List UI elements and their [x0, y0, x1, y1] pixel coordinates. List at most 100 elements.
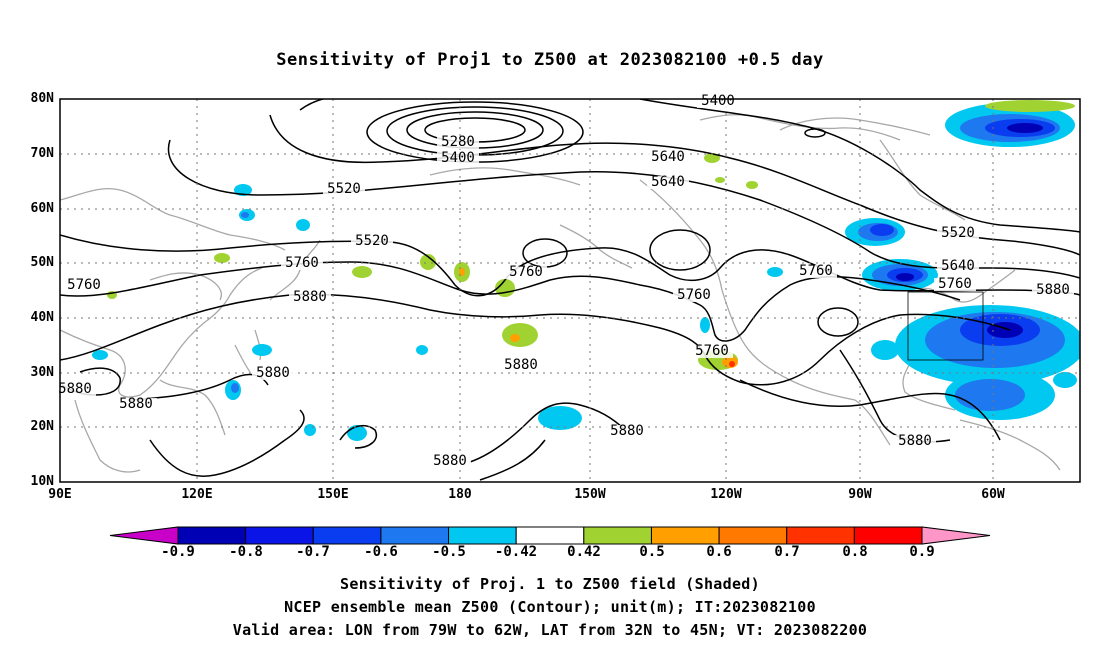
contour-label-bg [500, 359, 542, 372]
colorbar-left-triangle [109, 526, 179, 545]
lon-label-150e: 150E [317, 487, 349, 502]
lat-label-80n: 80N [30, 91, 54, 106]
lat-label-60n: 60N [30, 201, 54, 216]
grid-lines [60, 99, 1080, 482]
colorbar-box [583, 526, 652, 545]
colorbar-label: 0.9 [909, 544, 935, 560]
footer-line-2: NCEP ensemble mean Z500 (Contour); unit(… [284, 598, 816, 616]
colorbar-box [786, 526, 855, 545]
contour-label-bg [691, 345, 733, 358]
colorbar-box [718, 526, 788, 545]
contour-label: 5760 [509, 264, 543, 280]
contour-label-bg [647, 176, 689, 189]
colorbar-box [650, 526, 720, 545]
contour-label: 5640 [941, 258, 975, 274]
contour-label-bg [647, 151, 689, 164]
contour-label: 5640 [651, 174, 685, 190]
colorbar-label: -0.42 [494, 544, 538, 560]
contour-label-bg [505, 266, 547, 279]
contour-label: 5880 [1036, 282, 1070, 298]
contour-label-bg [289, 291, 331, 304]
lat-label-20n: 20N [30, 419, 54, 434]
contour-label: 5400 [701, 93, 735, 109]
contour-label-bg [894, 435, 936, 448]
colorbar-label: 0.6 [706, 544, 732, 560]
contour-label-bg [1032, 284, 1074, 297]
lat-label-30n: 30N [30, 365, 54, 380]
sensitivity-shading [92, 100, 1080, 441]
colorbar-label: -0.9 [161, 544, 195, 560]
lat-label-10n: 10N [30, 474, 54, 489]
lat-label-70n: 70N [30, 146, 54, 161]
contour-label: 5880 [898, 433, 932, 449]
contour-label-bg [934, 278, 976, 291]
lon-label-90e: 90E [48, 487, 72, 502]
contour-label: 5400 [441, 150, 475, 166]
footer-line-3: Valid area: LON from 79W to 62W, LAT fro… [232, 621, 868, 639]
contour-label-bg [115, 398, 157, 411]
colorbar [109, 526, 991, 545]
contour-label-bg [606, 425, 648, 438]
contour-label-bg [252, 367, 294, 380]
colorbar-box [853, 526, 923, 545]
contour-label: 5520 [327, 181, 361, 197]
contour-label: 5880 [256, 365, 290, 381]
lon-label-120w: 120W [710, 487, 742, 502]
contour-label-bg [429, 455, 471, 468]
contour-label: 5880 [610, 423, 644, 439]
colorbar-right-triangle [921, 526, 991, 545]
colorbar-label: 0.7 [774, 544, 800, 560]
colorbar-label: -0.7 [296, 544, 330, 560]
colorbar-box [380, 526, 450, 545]
contour-label: 5880 [119, 396, 153, 412]
contour-label-bg [281, 257, 323, 270]
colorbar-label: -0.5 [432, 544, 466, 560]
footer-line-1: Sensitivity of Proj. 1 to Z500 field (Sh… [340, 575, 760, 593]
contour-label: 5880 [293, 289, 327, 305]
colorbar-label: -0.8 [229, 544, 263, 560]
contour-label: 5760 [285, 255, 319, 271]
colorbar-box [448, 526, 517, 545]
lon-label-150w: 150W [574, 487, 606, 502]
contour-label-bg [437, 152, 479, 165]
z500-contours [60, 99, 1080, 481]
colorbar-label: -0.6 [364, 544, 398, 560]
lat-label-50n: 50N [30, 255, 54, 270]
valid-area-box [907, 291, 984, 361]
contour-label: 5760 [799, 263, 833, 279]
contour-label-bg [937, 227, 979, 240]
contour-label-bg [351, 235, 393, 248]
contour-label-bg [673, 289, 715, 302]
contour-label-bg [54, 383, 96, 396]
contour-labels: 5400528054005520564055205520564056405760… [54, 93, 1074, 469]
colorbar-box [245, 526, 314, 545]
contour-label: 5760 [67, 277, 101, 293]
contour-label: 5760 [695, 343, 729, 359]
contour-label: 5520 [355, 233, 389, 249]
colorbar-box [312, 526, 382, 545]
lon-label-180: 180 [448, 487, 472, 502]
contour-label: 5640 [651, 149, 685, 165]
lon-label-60w: 60W [981, 487, 1005, 502]
contour-label: 5880 [504, 357, 538, 373]
map-title: Sensitivity of Proj1 to Z500 at 20230821… [276, 50, 824, 70]
colorbar-label: 0.5 [639, 544, 665, 560]
contour-label: 5880 [433, 453, 467, 469]
contour-label-bg [937, 260, 979, 273]
contour-label-bg [323, 183, 365, 196]
lon-label-120e: 120E [181, 487, 213, 502]
colorbar-label: 0.8 [842, 544, 868, 560]
colorbar-box [515, 526, 585, 545]
lon-label-90w: 90W [848, 487, 872, 502]
colorbar-label: 0.42 [567, 544, 601, 560]
contour-label: 5280 [441, 134, 475, 150]
contour-label-bg [437, 136, 479, 149]
contour-label: 5760 [938, 276, 972, 292]
map-frame [59, 98, 1081, 483]
contour-label: 5760 [677, 287, 711, 303]
contour-label-bg [795, 265, 837, 278]
contour-label: 5880 [58, 381, 92, 397]
contour-label-bg [63, 279, 105, 292]
colorbar-box [177, 526, 247, 545]
